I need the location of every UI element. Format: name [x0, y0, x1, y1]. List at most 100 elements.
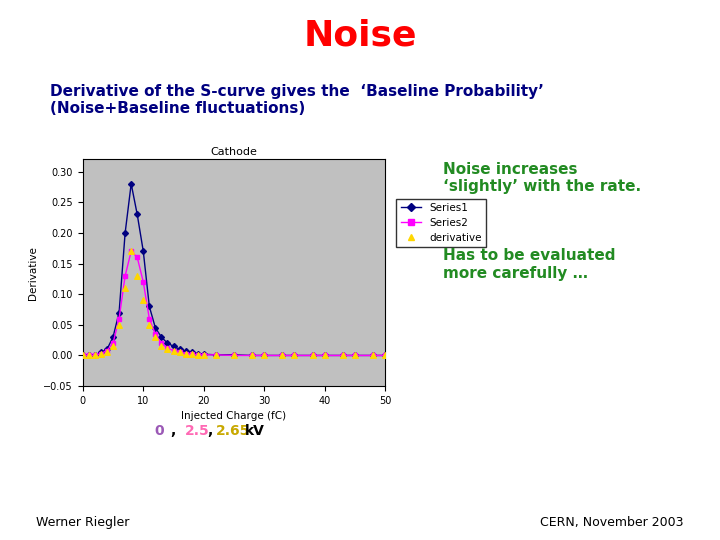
Series2 — [290, 352, 299, 359]
Series2 — [181, 350, 190, 357]
Series1 — [157, 334, 166, 340]
derivative — [198, 350, 210, 359]
Title: Cathode: Cathode — [210, 147, 258, 157]
derivative — [89, 351, 101, 360]
Series2 — [187, 351, 196, 357]
derivative — [132, 272, 143, 280]
Series1 — [230, 352, 238, 358]
derivative — [95, 350, 107, 359]
Text: Has to be evaluated
more carefully …: Has to be evaluated more carefully … — [443, 248, 616, 281]
Text: 2.5: 2.5 — [185, 424, 210, 438]
Series1 — [175, 346, 184, 353]
Series1 — [121, 230, 130, 236]
Series1 — [91, 352, 99, 359]
Series2 — [351, 352, 359, 359]
Series1 — [194, 350, 202, 357]
Series2 — [381, 352, 390, 359]
Series2 — [230, 352, 238, 359]
Series1 — [181, 348, 190, 354]
derivative — [210, 350, 222, 359]
Series1 — [278, 352, 287, 359]
Series1 — [114, 309, 123, 316]
Series1 — [96, 349, 105, 356]
Series1 — [351, 352, 359, 359]
Series1 — [145, 303, 153, 309]
Series2 — [260, 352, 269, 359]
derivative — [192, 350, 204, 359]
derivative — [168, 347, 179, 355]
derivative — [379, 351, 391, 360]
Text: Derivative of the S-curve gives the  ‘Baseline Probability’
(Noise+Baseline fluc: Derivative of the S-curve gives the ‘Bas… — [50, 84, 544, 116]
derivative — [258, 350, 270, 359]
Text: 0: 0 — [155, 424, 164, 438]
Series1 — [212, 352, 220, 358]
Text: CERN, November 2003: CERN, November 2003 — [541, 516, 684, 529]
derivative — [143, 320, 155, 329]
Series2 — [109, 340, 117, 347]
Series1 — [320, 352, 329, 359]
derivative — [186, 350, 197, 359]
derivative — [319, 350, 330, 359]
Series2 — [127, 248, 135, 254]
Series2 — [91, 352, 99, 359]
Series2 — [121, 273, 130, 279]
derivative — [349, 350, 361, 359]
Series1 — [187, 349, 196, 356]
Series2 — [114, 315, 123, 322]
Series2 — [194, 352, 202, 358]
Series1 — [381, 352, 390, 359]
Series2 — [145, 315, 153, 322]
Text: 2.65: 2.65 — [216, 424, 251, 438]
Series1 — [308, 352, 317, 359]
derivative — [77, 351, 89, 360]
derivative — [150, 333, 161, 341]
derivative — [367, 350, 379, 359]
Series2 — [199, 352, 208, 358]
Series2 — [169, 347, 178, 354]
Series1 — [290, 352, 299, 359]
derivative — [174, 348, 185, 357]
Series1 — [338, 352, 347, 359]
Series1 — [199, 351, 208, 357]
Series2 — [308, 352, 317, 359]
derivative — [107, 342, 119, 350]
Text: Noise: Noise — [303, 19, 417, 53]
Series2 — [84, 352, 93, 359]
derivative — [307, 350, 318, 359]
Series2 — [175, 349, 184, 356]
derivative — [138, 296, 149, 305]
Series2 — [278, 352, 287, 359]
Legend: Series1, Series2, derivative: Series1, Series2, derivative — [397, 199, 487, 247]
Series2 — [96, 350, 105, 357]
Text: ,: , — [207, 424, 212, 438]
Text: kV: kV — [245, 424, 265, 438]
Series2 — [157, 340, 166, 347]
Text: Werner Riegler: Werner Riegler — [36, 516, 130, 529]
Series1 — [139, 248, 148, 254]
Text: ,: , — [171, 424, 181, 438]
Series1 — [248, 352, 256, 359]
Series2 — [133, 254, 142, 261]
Line: Series2: Series2 — [81, 249, 387, 357]
derivative — [162, 345, 174, 354]
derivative — [102, 348, 113, 357]
Series1 — [369, 352, 377, 359]
derivative — [125, 247, 137, 255]
derivative — [228, 350, 240, 359]
Series1 — [133, 211, 142, 218]
Series2 — [163, 345, 172, 352]
Series2 — [103, 347, 112, 354]
Text: Noise increases
‘slightly’ with the rate.: Noise increases ‘slightly’ with the rate… — [443, 162, 641, 194]
derivative — [120, 284, 131, 292]
Series2 — [369, 352, 377, 359]
Series2 — [320, 352, 329, 359]
Series1 — [169, 343, 178, 349]
Series2 — [338, 352, 347, 359]
derivative — [276, 350, 288, 359]
Series1 — [78, 352, 87, 359]
Series2 — [248, 352, 256, 359]
Series1 — [109, 334, 117, 340]
Series1 — [103, 346, 112, 353]
Series1 — [151, 325, 160, 331]
derivative — [156, 342, 167, 350]
